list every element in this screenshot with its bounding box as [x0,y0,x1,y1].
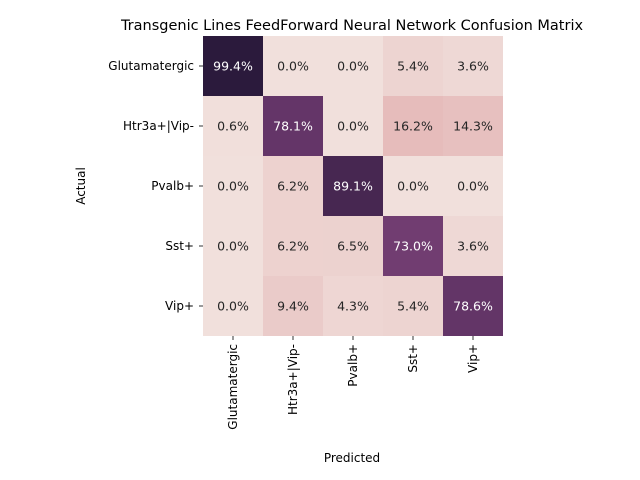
heatmap-cell-sst-vip [443,216,503,276]
y-tick-label-pvalb: Pvalb+ [151,179,194,193]
heatmap-cell-htr3a-vip-glutamatergic [203,96,263,156]
cell-value-label: 3.6% [457,59,489,74]
heatmap-cell-vip-sst [383,276,443,336]
chart-title: Transgenic Lines FeedForward Neural Netw… [120,18,584,34]
heatmap-cell-sst-glutamatergic [203,216,263,276]
heatmap-cell-pvalb-glutamatergic [203,156,263,216]
cell-value-label: 6.2% [277,179,309,194]
cell-value-label: 6.2% [277,239,309,254]
cell-value-label: 73.0% [393,239,433,254]
heatmap-cell-vip-glutamatergic [203,276,263,336]
x-tick-label-htr3a-vip: Htr3a+|Vip- [286,344,300,415]
cell-value-label: 14.3% [453,119,493,134]
cell-value-label: 78.6% [453,299,493,314]
cell-value-label: 0.0% [457,179,489,194]
heatmap-cell-htr3a-vip-sst [383,96,443,156]
heatmap-cell-pvalb-pvalb [323,156,383,216]
cell-value-label: 4.3% [337,299,369,314]
cell-value-label: 0.0% [337,59,369,74]
heatmap-cell-pvalb-sst [383,156,443,216]
cell-value-label: 89.1% [333,179,373,194]
cell-value-label: 0.0% [397,179,429,194]
x-tick-label-sst: Sst+ [406,344,420,373]
y-tick-label-sst: Sst+ [165,239,194,253]
x-tick-label-pvalb: Pvalb+ [346,344,360,387]
y-tick-label-glutamatergic: Glutamatergic [108,59,194,73]
heatmap-cell-glutamatergic-htr3a-vip [263,36,323,96]
heatmap-cell-pvalb-vip [443,156,503,216]
cell-value-label: 78.1% [273,119,313,134]
x-axis-ticks: Glutamatergic Htr3a+|Vip- Pvalb+ Sst+ Vip+ [226,336,480,430]
heatmap-cell-htr3a-vip-pvalb [323,96,383,156]
cell-value-label: 99.4% [213,59,253,74]
cell-value-label: 0.0% [217,179,249,194]
heatmap-cell-glutamatergic-pvalb [323,36,383,96]
heatmap-cell-htr3a-vip-htr3a-vip [263,96,323,156]
cell-value-label: 5.4% [397,59,429,74]
heatmap-cell-vip-vip [443,276,503,336]
heatmap-cell-htr3a-vip-vip [443,96,503,156]
y-tick-label-htr3a-vip: Htr3a+|Vip- [123,119,194,133]
y-tick-label-vip: Vip+ [165,299,194,313]
y-axis-label: Actual [74,167,88,205]
heatmap-cell-pvalb-htr3a-vip [263,156,323,216]
cell-value-label: 16.2% [393,119,433,134]
cell-value-label: 0.0% [217,299,249,314]
y-axis-ticks: Glutamatergic Htr3a+|Vip- Pvalb+ Sst+ Vip+ [108,59,203,313]
heatmap-cell-sst-sst [383,216,443,276]
heatmap-cell-sst-pvalb [323,216,383,276]
heatmap-cell-glutamatergic-sst [383,36,443,96]
heatmap-cell-glutamatergic-vip [443,36,503,96]
heatmap-cell-glutamatergic-glutamatergic [203,36,263,96]
heatmap-cell-sst-htr3a-vip [263,216,323,276]
heatmap-cell-vip-htr3a-vip [263,276,323,336]
cell-value-label: 0.6% [217,119,249,134]
heatmap-cells: 99.4% 0.0% 0.0% 5.4% 3.6% 0.6% 78.1% 0.0% 16.2% 1… [203,36,503,336]
cell-value-label: 0.0% [217,239,249,254]
x-tick-label-glutamatergic: Glutamatergic [226,344,240,430]
cell-value-label: 6.5% [337,239,369,254]
x-tick-label-vip: Vip+ [466,344,480,373]
heatmap-cell-vip-pvalb [323,276,383,336]
x-axis-label: Predicted [324,451,380,465]
cell-value-label: 5.4% [397,299,429,314]
cell-value-label: 9.4% [277,299,309,314]
cell-value-label: 0.0% [277,59,309,74]
cell-value-label: 3.6% [457,239,489,254]
cell-value-label: 0.0% [337,119,369,134]
